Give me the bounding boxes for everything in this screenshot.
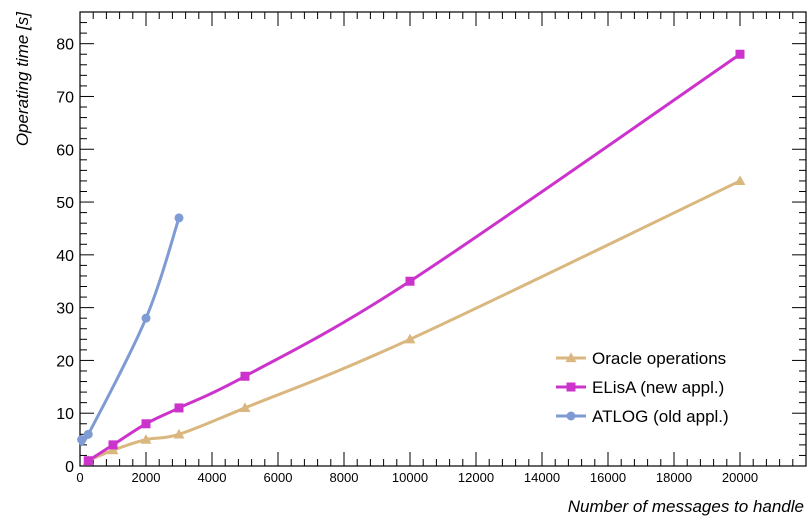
y-tick-label: 30	[56, 301, 74, 318]
series-line	[86, 179, 742, 463]
x-tick-label: 18000	[656, 470, 692, 485]
data-point	[239, 402, 251, 413]
x-tick-label: 8000	[330, 470, 359, 485]
legend-swatch-marker	[566, 411, 576, 421]
y-tick-label: 10	[56, 406, 74, 423]
data-point	[174, 403, 184, 413]
y-tick-label: 40	[56, 248, 74, 265]
series-layer	[77, 49, 746, 466]
data-point	[173, 428, 185, 439]
x-tick-label: 2000	[132, 470, 161, 485]
x-tick-label: 4000	[198, 470, 227, 485]
series-square	[83, 49, 745, 466]
y-axis-title: Operating time [s]	[13, 11, 32, 146]
series-circle	[77, 213, 184, 447]
legend-swatch-marker	[566, 382, 576, 392]
legend-label: Oracle operations	[592, 349, 726, 368]
y-tick-label: 70	[56, 89, 74, 106]
data-point	[734, 175, 746, 186]
series-line	[79, 216, 181, 447]
x-tick-label: 14000	[524, 470, 560, 485]
legend-swatch-marker	[565, 352, 577, 363]
series-line	[86, 52, 742, 463]
x-tick-label: 12000	[458, 470, 494, 485]
y-tick-label: 80	[56, 37, 74, 54]
x-tick-label: 0	[76, 470, 83, 485]
legend: Oracle operations ELisA (new appl.) ATLOG …	[556, 349, 729, 426]
legend-entry: ATLOG (old appl.)	[556, 407, 729, 426]
data-point	[108, 440, 118, 450]
data-point	[77, 435, 87, 445]
data-point	[83, 456, 93, 466]
series-triangle	[82, 175, 746, 465]
x-tick-label: 6000	[264, 470, 293, 485]
legend-entry: Oracle operations	[556, 349, 726, 368]
legend-label: ELisA (new appl.)	[592, 378, 724, 397]
data-point	[141, 313, 151, 323]
data-point	[240, 371, 250, 381]
axes: 0 10 20 30 40 50 60 70 80 0 2000 4000 6000 8000 10000 1…	[56, 11, 807, 485]
data-point	[83, 429, 93, 439]
data-point	[405, 276, 415, 286]
x-tick-label: 20000	[722, 470, 758, 485]
data-point	[140, 434, 152, 444]
y-tick-label: 0	[65, 459, 74, 476]
y-tick-label: 50	[56, 195, 74, 212]
data-point	[174, 213, 184, 223]
y-tick-label: 20	[56, 353, 74, 370]
legend-label: ATLOG (old appl.)	[592, 407, 729, 426]
x-tick-label: 16000	[590, 470, 626, 485]
data-point	[735, 49, 745, 59]
data-point	[404, 333, 416, 344]
y-tick-label: 60	[56, 142, 74, 159]
x-tick-label: 10000	[392, 470, 428, 485]
data-point	[107, 444, 119, 455]
legend-entry: ELisA (new appl.)	[556, 378, 724, 397]
x-axis-title: Number of messages to handle	[568, 497, 804, 516]
plot-frame	[79, 11, 807, 467]
data-point	[141, 419, 151, 429]
